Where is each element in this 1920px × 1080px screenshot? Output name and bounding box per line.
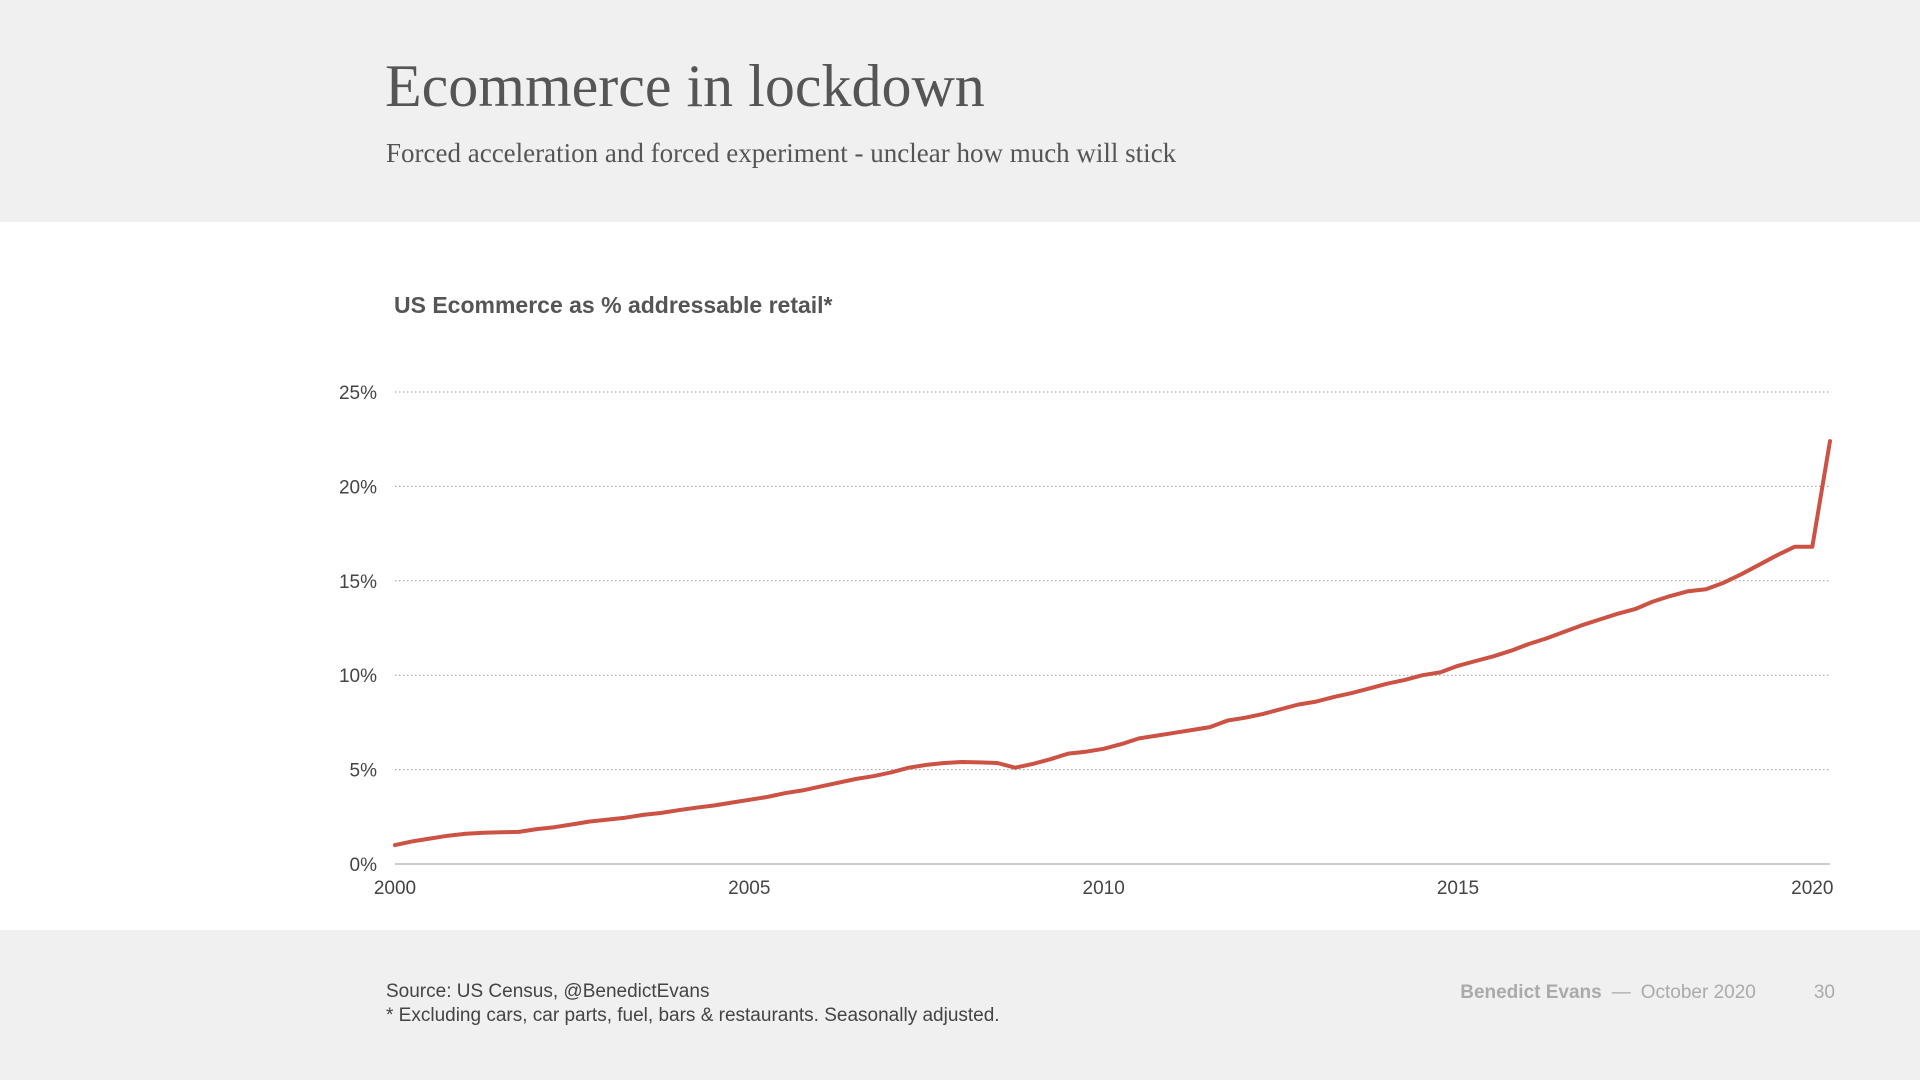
x-tick-label: 2010	[1083, 878, 1125, 899]
y-tick-label: 5%	[350, 761, 378, 782]
chart-panel	[0, 222, 1920, 930]
y-axis-tick-labels: 0% 5% 10% 15% 20% 25%	[339, 383, 377, 876]
source-note: Source: US Census, @BenedictEvans * Excl…	[386, 980, 1000, 1028]
page-subtitle: Forced acceleration and forced experimen…	[386, 138, 1177, 168]
byline: Benedict Evans — October 2020 30	[1460, 982, 1835, 1004]
series-group	[393, 439, 1832, 848]
y-tick-label: 10%	[339, 666, 377, 687]
author-name: Benedict Evans	[1460, 982, 1602, 1003]
x-tick-label: 2020	[1791, 878, 1833, 899]
footnote: * Excluding cars, car parts, fuel, bars …	[386, 1005, 1000, 1026]
y-tick-label: 20%	[339, 477, 377, 498]
byline-date: October 2020	[1640, 982, 1756, 1003]
y-tick-label: 25%	[339, 383, 377, 404]
source-line: Source: US Census, @BenedictEvans	[386, 981, 710, 1002]
x-tick-label: 2000	[374, 878, 416, 899]
x-tick-label: 2005	[728, 878, 770, 899]
header-band	[0, 0, 1920, 222]
series-line	[393, 439, 1832, 848]
y-tick-label: 0%	[350, 855, 378, 876]
chart-title: US Ecommerce as % addressable retail*	[394, 292, 833, 318]
page-number: 30	[1813, 982, 1835, 1003]
footer-band	[0, 930, 1920, 1080]
page-title: Ecommerce in lockdown	[385, 53, 985, 119]
x-tick-label: 2015	[1437, 878, 1479, 899]
y-tick-label: 15%	[339, 572, 377, 593]
x-axis-tick-labels: 2000 2005 2010 2015 2020	[374, 878, 1834, 899]
byline-dash: —	[1611, 982, 1631, 1003]
gridlines	[395, 391, 1830, 771]
